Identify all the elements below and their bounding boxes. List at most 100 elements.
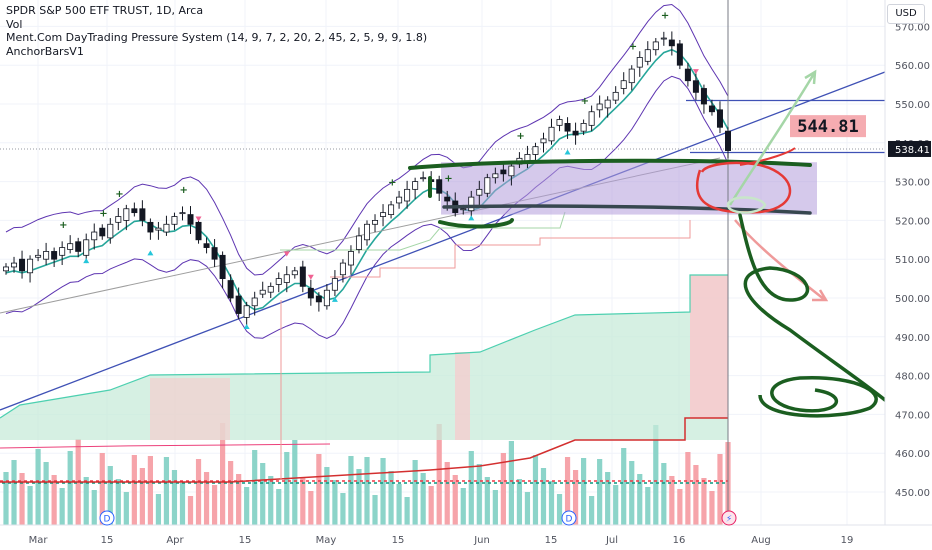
volume-bar: [99, 453, 105, 525]
volume-bar: [107, 466, 113, 525]
candle: [43, 242, 50, 266]
split-badge-label: ⚡: [726, 515, 732, 525]
candle-body: [219, 254, 226, 280]
candle: [171, 212, 178, 231]
volume-bar: [11, 460, 17, 525]
candle-body: [612, 91, 619, 101]
candle-body: [468, 196, 475, 212]
candle: [235, 287, 242, 320]
candle: [644, 41, 651, 66]
candle: [388, 201, 395, 219]
candle-body: [331, 278, 338, 291]
candle: [412, 177, 419, 200]
candle-body: [19, 258, 26, 272]
symbol-title[interactable]: SPDR S&P 500 ETF TRUST, 1D, Arca: [6, 4, 204, 17]
anchor-legend[interactable]: AnchorBarsV1: [6, 44, 84, 58]
candle: [331, 270, 338, 297]
candle: [628, 65, 635, 91]
volume-bar: [115, 479, 121, 525]
candle: [195, 218, 202, 244]
candle: [259, 281, 266, 298]
band-lower-line: [0, 417, 728, 483]
candle-body: [59, 247, 66, 256]
trendline-blue: [0, 71, 886, 411]
candle: [668, 31, 675, 56]
up-triangle-marker: [243, 324, 250, 330]
candle: [468, 190, 475, 219]
candle-body: [716, 109, 723, 128]
indicator-legend[interactable]: Ment.Com DayTrading Pressure System (14,…: [6, 31, 428, 44]
candle-body: [235, 295, 242, 314]
candle: [315, 292, 322, 312]
candle-body: [388, 204, 395, 215]
volume-bar: [564, 457, 571, 525]
candle: [596, 95, 603, 118]
volume-bar: [308, 491, 314, 525]
volume-bar: [396, 484, 402, 525]
volume-bar: [19, 473, 25, 525]
price-tick-label: 450.00: [895, 488, 930, 499]
candle-body: [307, 287, 314, 299]
volume-bar: [484, 477, 490, 525]
note-box: [790, 115, 866, 138]
volume-bar: [436, 424, 442, 525]
volume-bar: [260, 463, 266, 525]
candle: [347, 245, 354, 275]
volume-bar: [252, 450, 258, 525]
dividend-badge-circle: [561, 510, 577, 526]
candle-body: [99, 227, 106, 237]
volume-bar: [532, 455, 539, 525]
candle-body: [372, 219, 379, 225]
last-price-tag-label: 538.41: [895, 145, 930, 156]
candle: [27, 255, 34, 283]
volume-pane: [0, 423, 731, 525]
plus-marker: +: [629, 42, 637, 53]
volume-bar: [693, 465, 699, 525]
currency-button[interactable]: USD: [887, 4, 925, 24]
volume-bar: [155, 494, 162, 525]
candle-body: [3, 266, 9, 272]
volume-bar: [637, 474, 643, 525]
candle-body: [580, 123, 587, 132]
candle-body: [115, 216, 122, 223]
candle: [107, 218, 114, 244]
candle-body: [131, 208, 138, 214]
candle: [564, 117, 571, 139]
volume-bar: [468, 451, 474, 525]
pen-red-arrow-down: [734, 219, 829, 302]
volume-bar: [677, 489, 683, 525]
dividend-event-badge[interactable]: D: [561, 510, 577, 526]
candle: [211, 239, 218, 267]
volume-legend[interactable]: Vol: [6, 17, 23, 31]
price-tick-label: 500.00: [895, 294, 930, 305]
split-event-badge[interactable]: ⚡: [721, 510, 737, 526]
candle: [684, 62, 691, 87]
volume-bar: [147, 456, 153, 525]
volume-bar: [452, 475, 458, 525]
signal-markers: + + + + + + + + + +: [59, 11, 699, 330]
volume-bar: [131, 455, 137, 525]
volume-bar: [332, 480, 338, 525]
candle-body: [676, 43, 683, 66]
candle-body: [596, 103, 603, 111]
volume-bar: [59, 488, 65, 525]
candle-body: [492, 173, 499, 179]
volume-bar: [139, 468, 145, 525]
dividend-event-badge[interactable]: D: [99, 510, 115, 526]
candle: [692, 72, 699, 101]
candle: [11, 256, 18, 273]
volume-bar: [3, 472, 9, 525]
candle-body: [267, 285, 274, 293]
pressure-band-green: [0, 275, 728, 440]
band-pink-line: [0, 443, 331, 449]
up-triangle-marker: [331, 296, 338, 302]
volume-bar: [284, 452, 290, 525]
candle: [676, 39, 683, 70]
candle: [492, 167, 499, 184]
candle-body: [107, 223, 114, 239]
candle-body: [195, 221, 202, 241]
candle: [299, 260, 306, 293]
candle: [556, 115, 563, 132]
candle: [604, 96, 611, 118]
